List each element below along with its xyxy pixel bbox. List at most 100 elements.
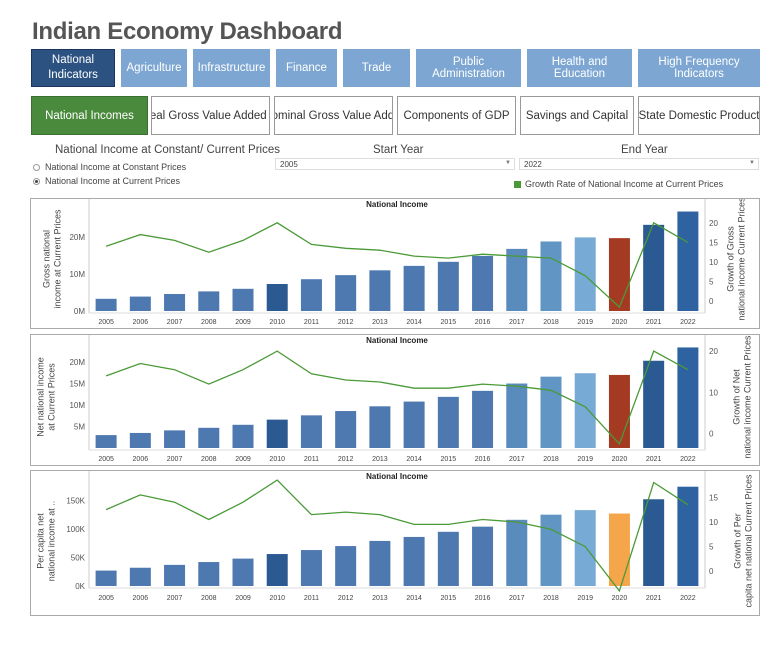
y2-tick-label: 20 [709,219,718,228]
x-tick-label: 2005 [98,319,114,326]
bar-2022 [677,347,699,448]
bar-2021 [643,360,665,448]
y2-axis-label: Growth of Per [732,513,742,569]
chart-title: National Income [366,200,428,209]
x-tick-label: 2016 [475,456,491,463]
chart-panel-gross: National Income 0M 10M 20M 0 5 10 15 20 2005 2006 2… [30,197,760,329]
tab-label: Trade [361,62,392,74]
tab-label: Public Administration [432,56,505,80]
tab-infrastructure[interactable]: Infrastructure [193,49,270,87]
y2-tick-label: 15 [709,238,718,247]
x-tick-label: 2021 [646,456,662,463]
x-tick-label: 2014 [406,595,422,602]
x-tick-label: 2021 [646,319,662,326]
y2-tick-label: 5 [709,543,714,552]
bar-2016 [472,255,494,311]
bar-2010 [266,554,288,586]
bar-2008 [198,562,220,586]
bar-2021 [643,499,665,586]
bar-2017 [506,519,528,586]
subtab-savings-and-capital[interactable]: Savings and Capital [520,96,634,135]
bar-2011 [300,279,322,311]
chevron-down-icon: ▼ [505,160,511,166]
tab-health-and-education[interactable]: Health and Education [527,49,632,87]
x-tick-label: 2012 [338,595,354,602]
x-tick-label: 2009 [235,319,251,326]
subtab-nominal-gva[interactable]: Nominal Gross Value Add... [274,96,393,135]
bar-2006 [129,432,151,448]
tab-national-indicators[interactable]: National Indicators [31,49,115,87]
bar-2009 [232,424,254,448]
tab-label: Finance [286,62,327,74]
y-axis-label: Net national income [35,357,45,437]
option-constant-prices[interactable]: National Income at Constant Prices [33,162,186,172]
bar-2010 [266,284,288,311]
gross-national-income-chart: National Income 0M 10M 20M 0 5 10 15 20 2005 2006 2… [41,197,746,326]
y2-tick-label: 0 [709,297,714,306]
bar-2021 [643,224,665,311]
x-tick-label: 2020 [612,319,628,326]
bar-2014 [403,536,425,586]
end-year-select[interactable]: 2022 ▼ [519,158,759,170]
tab-label: High Frequency Indicators [658,56,740,80]
x-tick-label: 2006 [133,319,149,326]
tab-finance[interactable]: Finance [276,49,337,87]
tab-agriculture[interactable]: Agriculture [121,49,187,87]
x-tick-label: 2014 [406,456,422,463]
subtab-label: Nominal Gross Value Add... [275,109,393,122]
x-tick-label: 2015 [441,595,457,602]
y2-tick-label: 0 [709,567,714,576]
chart-panel-net: National Income 5M 10M 15M 20M 0 10 20 2005 2006 2… [30,334,760,466]
x-tick-label: 2008 [201,456,217,463]
subtab-components-of-gdp[interactable]: Components of GDP [397,96,516,135]
per-capita-income-chart: National Income 0K 50K 100K 150K 0 5 10 15 2005 20… [35,471,753,608]
tab-label: National Indicators [48,54,98,81]
x-tick-label: 2011 [304,456,319,463]
start-year-select[interactable]: 2005 ▼ [275,158,515,170]
end-year-label: End Year [621,144,668,156]
x-tick-label: 2012 [338,319,354,326]
bar-2006 [129,296,151,311]
x-tick-label: 2019 [577,595,593,602]
bar-2018 [540,514,562,586]
x-tick-label: 2018 [543,456,559,463]
y2-tick-label: 20 [709,347,718,356]
x-tick-label: 2007 [167,456,183,463]
growth-rate-line [105,221,689,309]
y-axis-label: Gross national [41,230,51,288]
bar-2020 [608,513,630,586]
tab-trade[interactable]: Trade [343,49,410,87]
y-tick-label: 0M [74,307,85,316]
x-tick-label: 2018 [543,595,559,602]
subtab-national-incomes[interactable]: National Incomes [31,96,148,135]
y-tick-label: 10M [69,270,85,279]
x-tick-label: 2020 [612,456,628,463]
bar-2007 [164,430,186,448]
bar-2018 [540,376,562,448]
x-tick-label: 2009 [235,456,251,463]
chart-legend: Growth Rate of National Income at Curren… [514,179,723,189]
bar-2006 [129,567,151,586]
y2-axis-label: Growth of Net [731,369,741,425]
option-label: National Income at Current Prices [45,176,181,186]
bar-2008 [198,291,220,311]
bar-2015 [437,261,459,311]
bar-2020 [608,374,630,448]
option-current-prices[interactable]: National Income at Current Prices [33,176,180,186]
x-tick-label: 2019 [577,319,593,326]
y-tick-label: 150K [66,496,85,505]
tab-public-administration[interactable]: Public Administration [416,49,521,87]
bar-2014 [403,265,425,311]
y-tick-label: 20M [69,358,85,367]
y-tick-label: 0K [75,582,85,591]
tab-high-frequency-indicators[interactable]: High Frequency Indicators [638,49,760,87]
x-tick-label: 2013 [372,456,388,463]
y-axis-label: income at Current Prices [52,209,62,309]
bar-2010 [266,419,288,448]
bar-2007 [164,564,186,586]
x-tick-label: 2006 [133,456,149,463]
x-tick-label: 2018 [543,319,559,326]
subtab-state-domestic-product[interactable]: State Domestic Product [638,96,760,135]
subtab-real-gva[interactable]: Real Gross Value Added ... [151,96,270,135]
bar-2011 [300,550,322,586]
